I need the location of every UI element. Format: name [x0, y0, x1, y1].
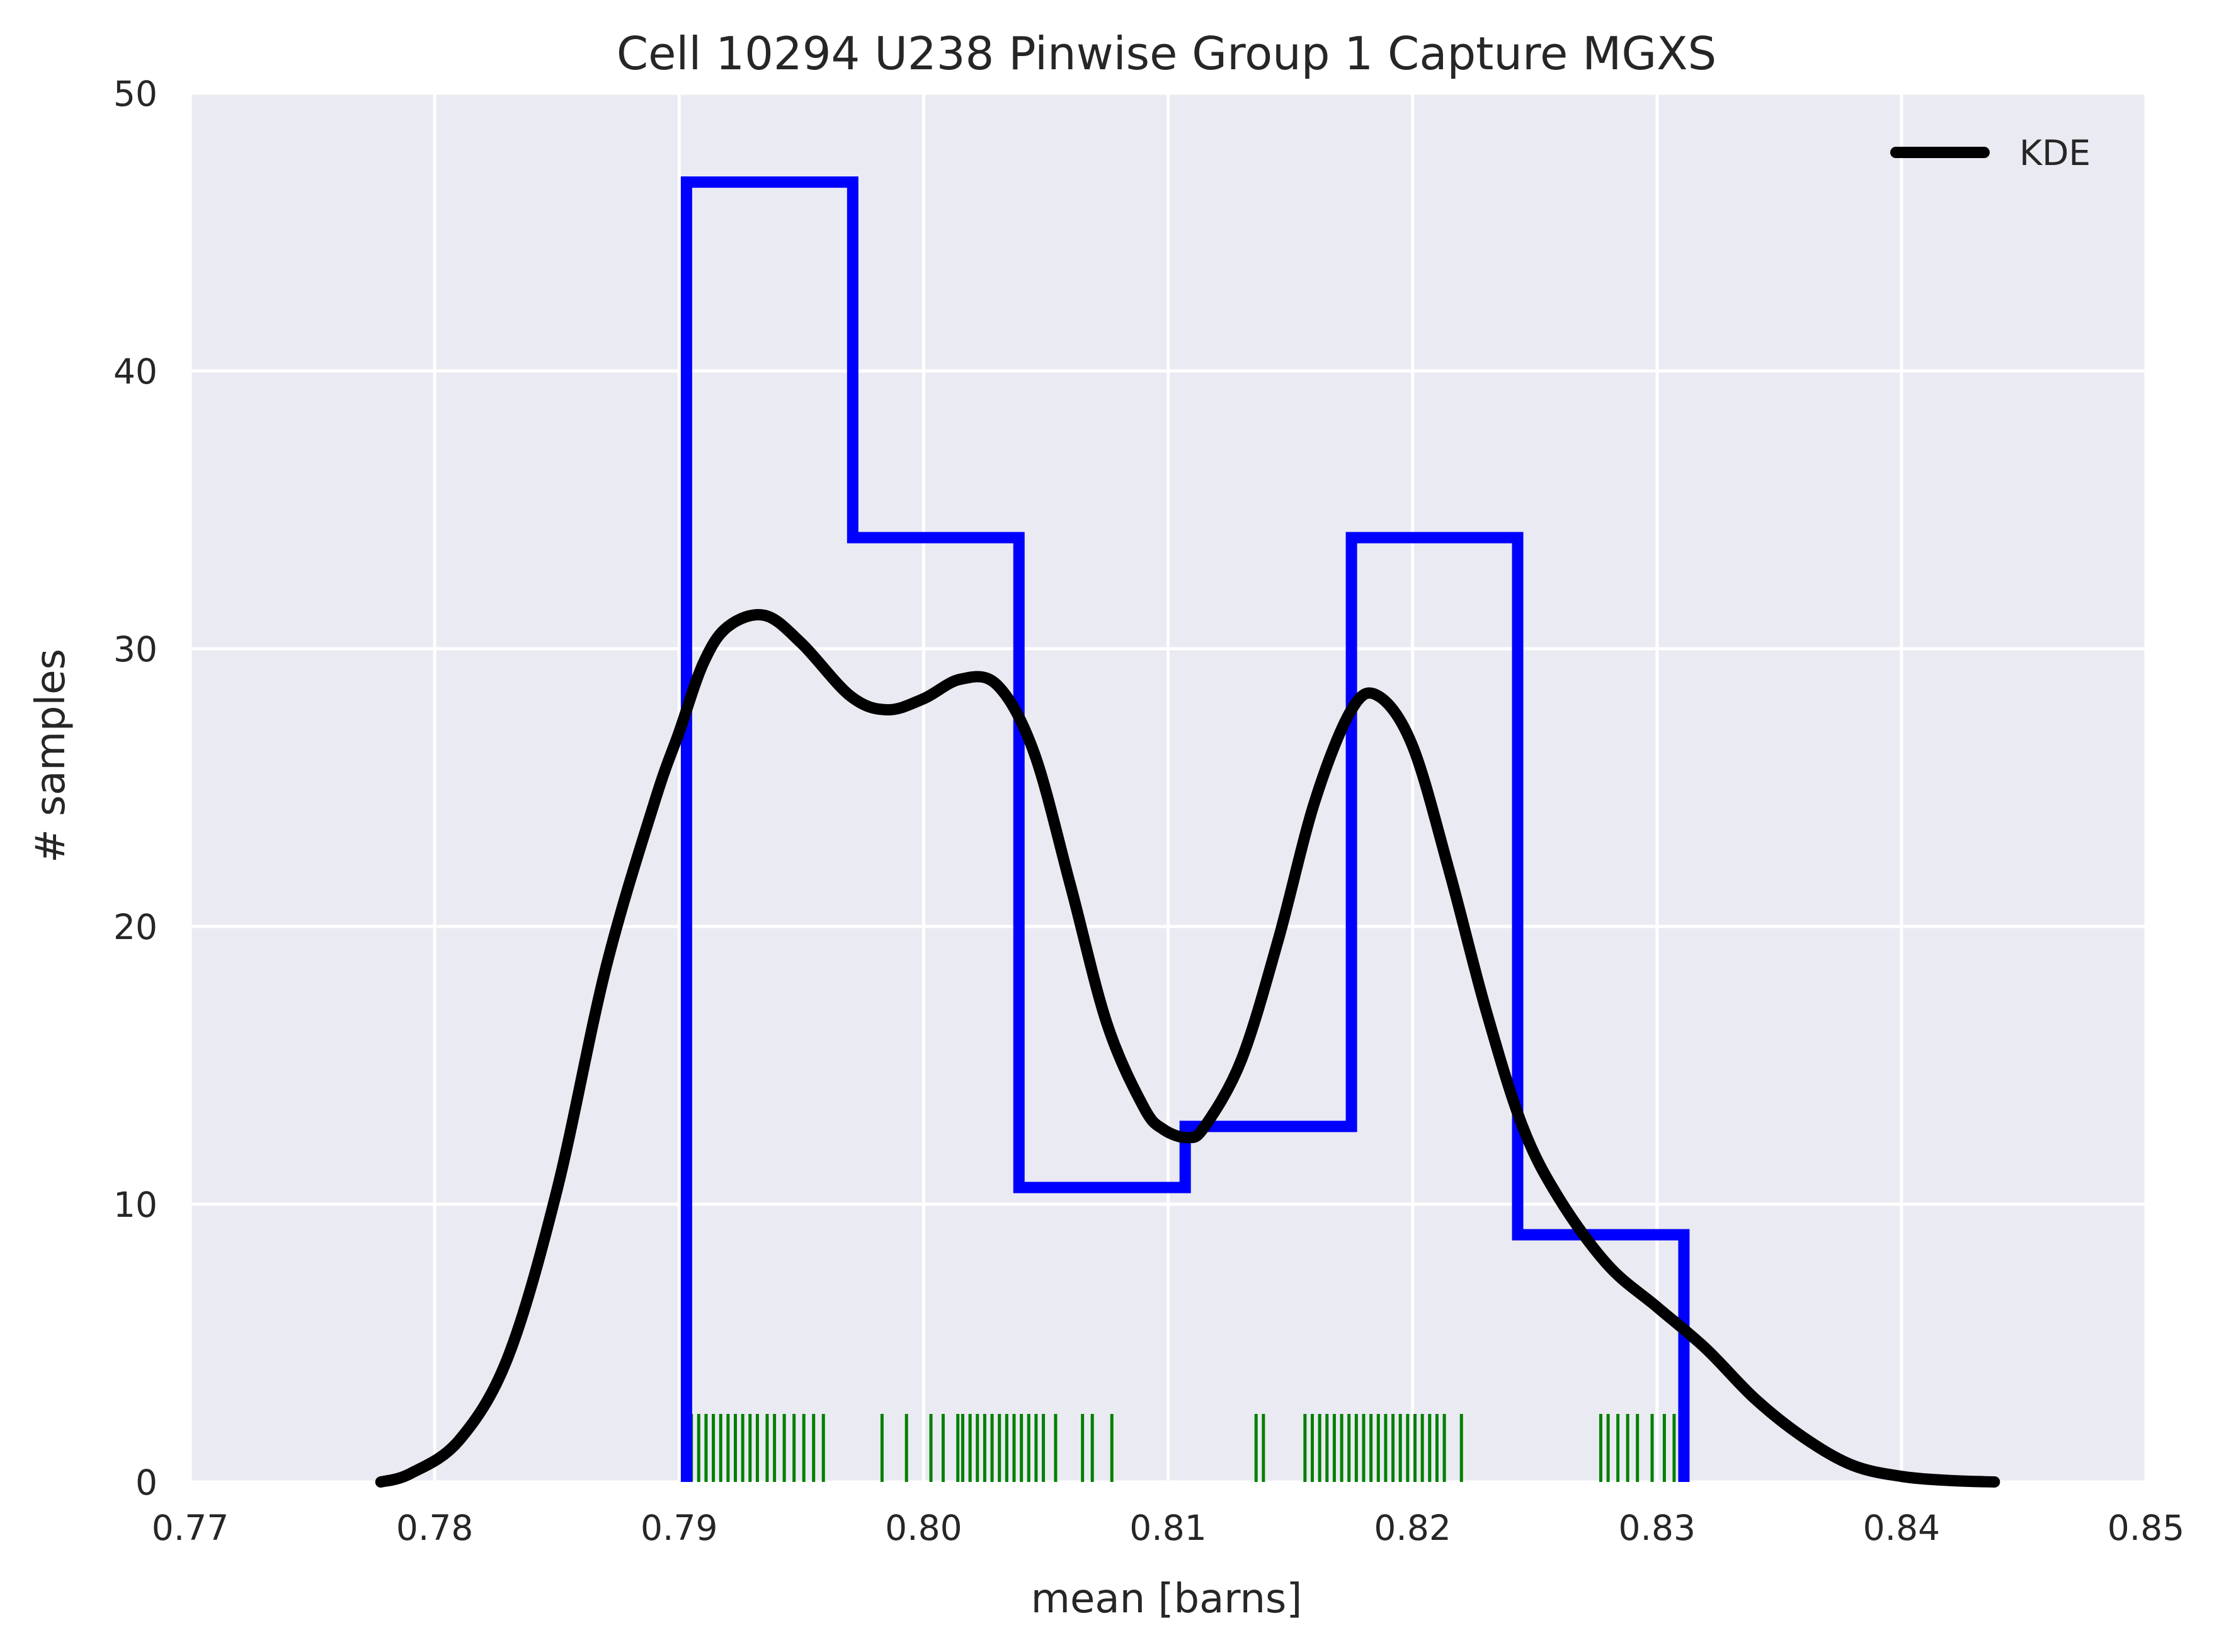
x-tick-label: 0.78	[396, 1508, 473, 1548]
x-tick-label: 0.85	[2108, 1508, 2184, 1548]
rug-marks	[682, 1413, 1686, 1482]
x-axis-label: mean [barns]	[1031, 1576, 1303, 1622]
x-axis-ticks: 0.77 0.78 0.79 0.80 0.81 0.82 0.83 0.84 0.85	[152, 1508, 2184, 1548]
y-tick-label: 0	[135, 1462, 157, 1503]
y-tick-label: 40	[113, 351, 157, 392]
legend: KDE	[1890, 133, 2091, 173]
y-tick-label: 20	[113, 907, 157, 947]
kde-series	[375, 609, 2000, 1488]
grid	[188, 91, 2148, 1484]
x-tick-label: 0.80	[885, 1508, 962, 1548]
y-tick-label: 50	[113, 74, 157, 114]
x-tick-label: 0.82	[1374, 1508, 1451, 1548]
y-tick-label: 30	[113, 629, 157, 669]
x-tick-label: 0.84	[1863, 1508, 1940, 1548]
y-tick-label: 10	[113, 1185, 157, 1225]
x-tick-label: 0.83	[1619, 1508, 1696, 1548]
kde-line	[375, 609, 2000, 1488]
x-tick-label: 0.81	[1129, 1508, 1206, 1548]
y-axis-label: # samples	[28, 649, 74, 863]
chart-title: Cell 10294 U238 Pinwise Group 1 Capture …	[617, 27, 1716, 80]
x-tick-label: 0.79	[641, 1508, 717, 1548]
legend-label-kde: KDE	[2019, 133, 2091, 173]
y-axis-ticks: 0 10 20 30 40 50	[113, 74, 157, 1503]
x-tick-label: 0.77	[152, 1508, 229, 1548]
